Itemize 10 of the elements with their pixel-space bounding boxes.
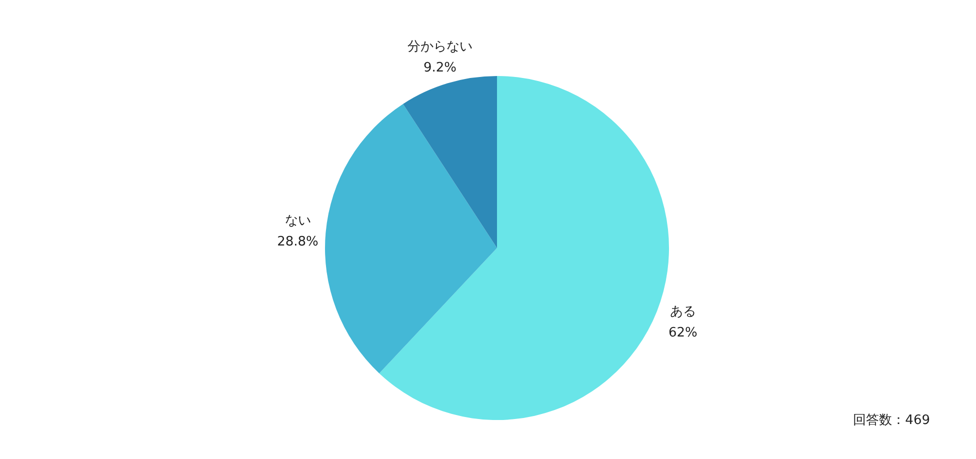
text: 回答数：469 <box>853 413 930 428</box>
pie-slice <box>403 76 497 248</box>
data-label: 28.8% <box>277 234 318 250</box>
slice-label: ない <box>284 213 311 228</box>
data-label: 62% <box>668 326 698 341</box>
slice-label: ある <box>670 304 696 320</box>
data-label: 9.2% <box>423 60 457 76</box>
pie-slice <box>379 76 669 420</box>
slice-label: 分からない <box>407 39 472 54</box>
pie-slice <box>325 104 497 374</box>
